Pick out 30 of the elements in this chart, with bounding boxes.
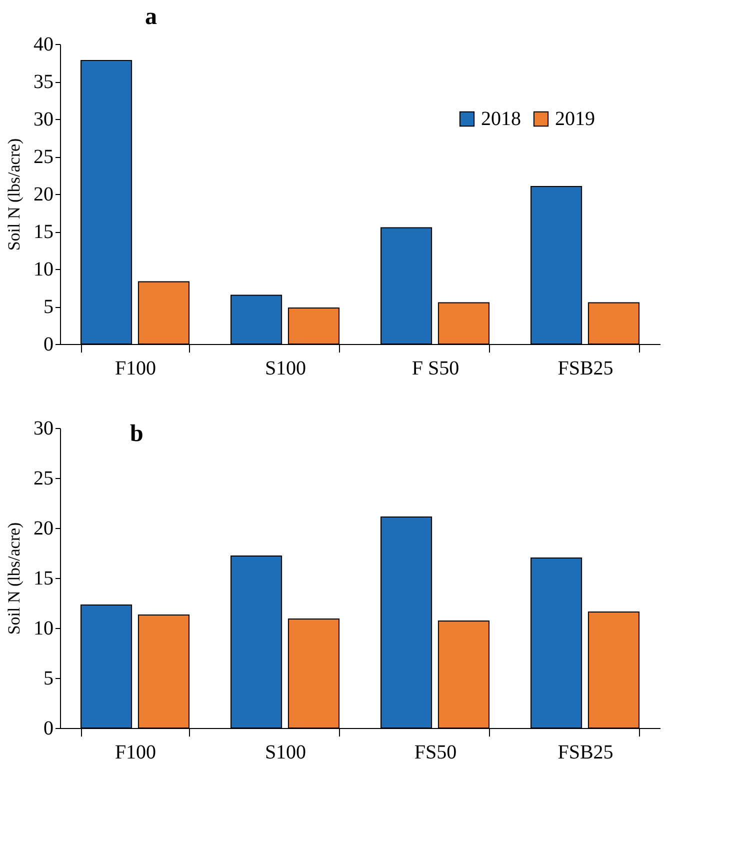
y-axis-title: Soil N (lbs/acre): [4, 138, 24, 251]
x-tick-label: F100: [114, 742, 156, 764]
x-tick-label: F S50: [412, 358, 460, 380]
y-tick-label: 5: [44, 668, 54, 690]
legend-label: 2019: [555, 108, 595, 130]
y-axis-title: Soil N (lbs/acre): [4, 522, 24, 635]
x-tick-label: S100: [264, 358, 306, 380]
y-tick-label: 25: [34, 468, 54, 490]
y-tick-label: 20: [34, 518, 54, 540]
legend-label: 2018: [481, 108, 521, 130]
y-tick-label: 30: [34, 418, 54, 440]
y-tick-label: 15: [34, 221, 54, 243]
y-tick-label: 35: [34, 71, 54, 93]
x-tick-label: S100: [264, 742, 306, 764]
x-tick-label: FSB25: [558, 742, 614, 764]
x-tick-label: FS50: [414, 742, 457, 764]
y-tick-label: 5: [44, 296, 54, 318]
y-tick-label: 0: [44, 334, 54, 356]
y-tick-label: 25: [34, 146, 54, 168]
chart-title: a: [145, 4, 157, 30]
y-tick-label: 15: [34, 568, 54, 590]
y-tick-label: 10: [34, 258, 54, 280]
x-tick-label: F100: [114, 358, 156, 380]
y-tick-label: 0: [44, 718, 54, 740]
chart-title: b: [130, 421, 144, 447]
x-tick-label: FSB25: [558, 358, 614, 380]
y-tick-label: 20: [34, 184, 54, 206]
y-tick-label: 10: [34, 618, 54, 640]
y-tick-label: 30: [34, 108, 54, 130]
y-tick-label: 40: [34, 34, 54, 56]
